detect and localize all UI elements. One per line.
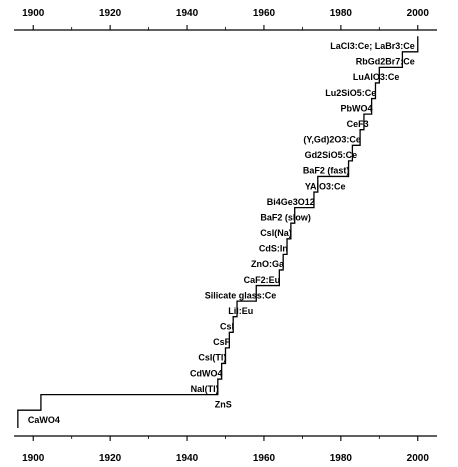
material-label: LiI:Eu [228,306,253,316]
material-label: CaF2:Eu [244,275,281,285]
material-label: CsI(Tl) [198,353,226,363]
material-label: LaCl3:Ce; LaBr3:Ce [330,41,415,51]
material-label: CsI [220,322,234,332]
top-axis: 1900 1920 1940 1960 1980 2000 [14,8,437,31]
step-line-layer [17,36,419,428]
material-label: Gd2SiO5:Ce [305,150,358,160]
material-label: CdS:In [259,244,288,254]
material-label: CaWO4 [28,415,60,425]
material-label: YAlO3:Ce [305,181,346,191]
bottom-tick-label-1980: 1980 [330,453,353,464]
material-label: Bi4Ge3O12 [267,197,315,207]
material-label: CeF3 [347,119,369,129]
top-tick-label-1980: 1980 [330,8,353,19]
bottom-tick-label-2000: 2000 [407,453,430,464]
top-tick-label-1960: 1960 [253,8,276,19]
material-labels: CaWO4 ZnS NaI(Tl) CdWO4 CsI(Tl) CsF CsI LiI:Eu S… [28,41,415,425]
material-label: BaF2 (slow) [260,212,311,222]
bottom-tick-label-1960: 1960 [253,453,276,464]
bottom-axis: 1900 1920 1940 1960 1980 2000 [14,435,437,464]
top-tick-label-1940: 1940 [176,8,199,19]
material-label: Silicate glass:Ce [205,290,277,300]
material-label: BaF2 (fast) [303,166,350,176]
material-label: ZnS [215,399,232,409]
material-label: CdWO4 [190,368,223,378]
top-tick-label-1900: 1900 [22,8,45,19]
material-label: RbGd2Br7:Ce [356,57,415,67]
material-label: LuAlO3:Ce [353,72,400,82]
top-tick-label-2000: 2000 [407,8,430,19]
material-label: CsF [213,337,231,347]
material-label: CsI(Na) [260,228,292,238]
step-line [17,36,419,428]
bottom-tick-label-1900: 1900 [22,453,45,464]
material-label: Lu2SiO5:Ce [325,88,376,98]
bottom-tick-label-1920: 1920 [99,453,122,464]
material-label: (Y,Gd)2O3:Ce [303,135,361,145]
top-tick-label-1920: 1920 [99,8,122,19]
material-label: NaI(Tl) [191,384,219,394]
material-label: ZnO:Ga [251,259,285,269]
material-label: PbWO4 [340,103,372,113]
bottom-tick-label-1940: 1940 [176,453,199,464]
